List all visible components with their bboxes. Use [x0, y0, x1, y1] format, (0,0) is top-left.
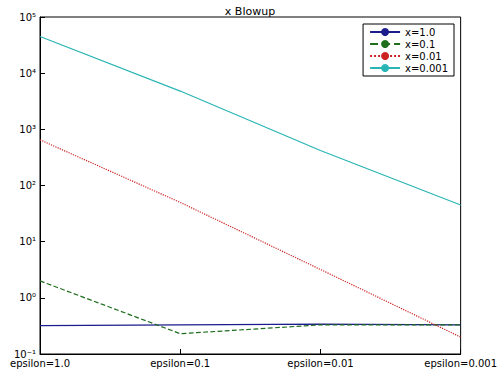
svg-text:x Blowup: x Blowup — [225, 5, 275, 18]
svg-text:epsilon=1.0: epsilon=1.0 — [10, 358, 70, 369]
svg-text:10¹: 10¹ — [19, 236, 36, 247]
svg-text:x=0.01: x=0.01 — [405, 51, 442, 62]
svg-text:10⁴: 10⁴ — [19, 68, 36, 79]
svg-text:10³: 10³ — [19, 124, 36, 135]
svg-text:10⁵: 10⁵ — [19, 12, 36, 23]
svg-text:10²: 10² — [19, 180, 36, 191]
svg-text:10⁰: 10⁰ — [19, 292, 36, 303]
svg-text:epsilon=0.1: epsilon=0.1 — [150, 358, 210, 369]
svg-text:x=1.0: x=1.0 — [405, 27, 435, 38]
svg-text:epsilon=0.01: epsilon=0.01 — [287, 358, 353, 369]
svg-text:x=0.001: x=0.001 — [405, 63, 448, 74]
svg-text:x=0.1: x=0.1 — [405, 39, 435, 50]
svg-text:epsilon=0.001: epsilon=0.001 — [424, 358, 497, 369]
svg-text:10⁻¹: 10⁻¹ — [14, 348, 36, 360]
